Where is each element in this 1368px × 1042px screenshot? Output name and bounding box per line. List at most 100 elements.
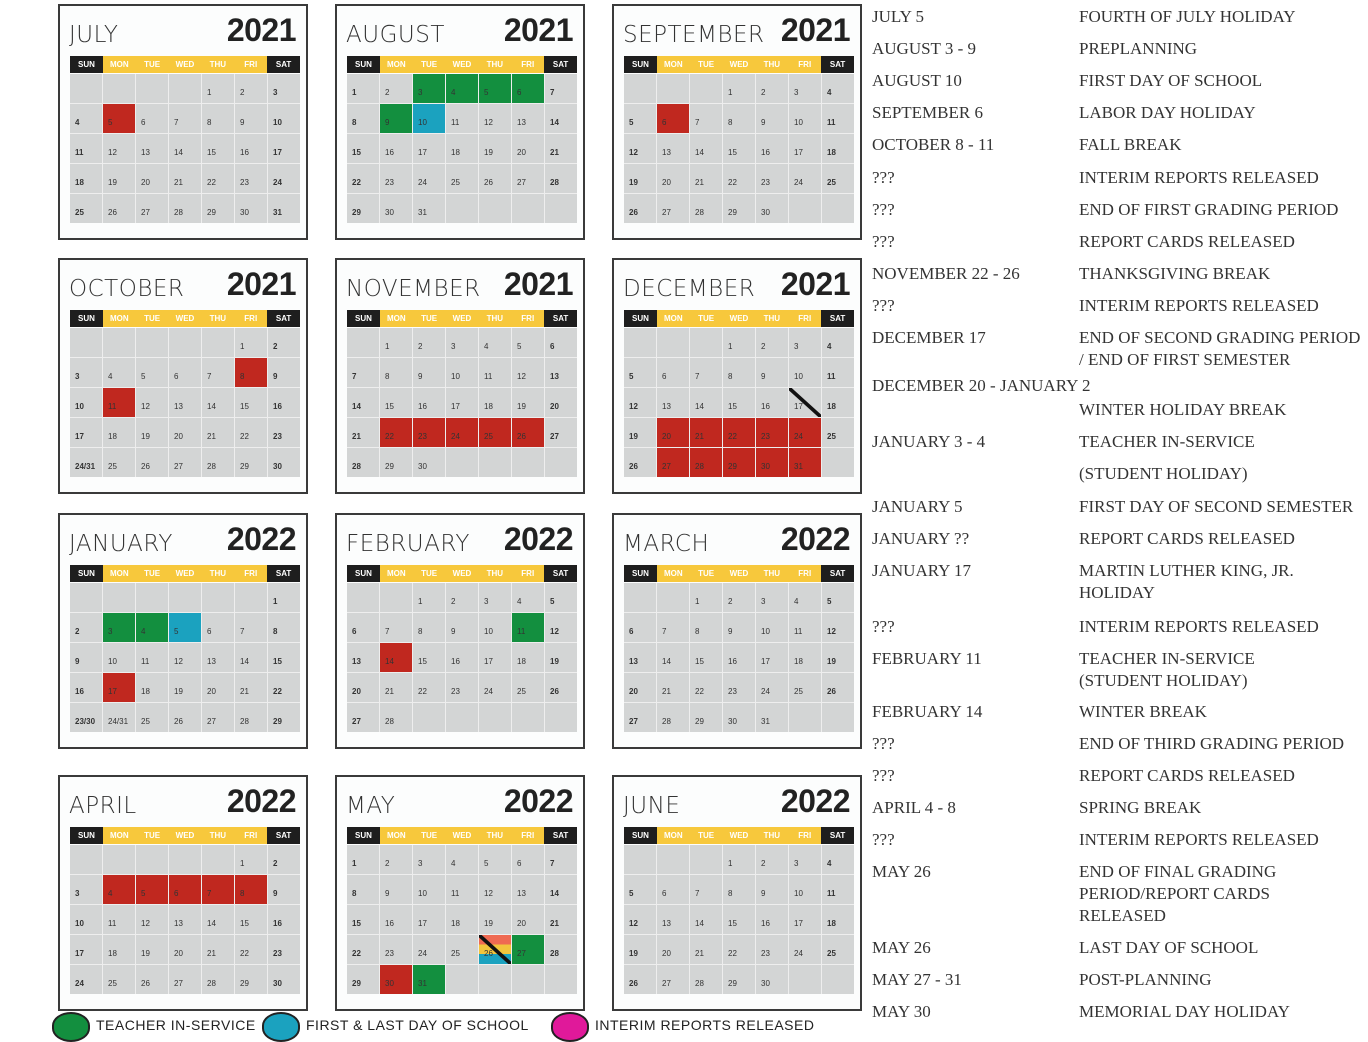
event-date: FEBRUARY 11 bbox=[872, 649, 982, 668]
day-number: 13 bbox=[662, 402, 671, 411]
day-cell: 13 bbox=[657, 388, 689, 417]
event-date: DECEMBER 17 bbox=[872, 328, 986, 347]
day-number: 8 bbox=[728, 889, 733, 898]
day-cell: 1 bbox=[413, 583, 445, 612]
weekday-mon: MON bbox=[656, 56, 690, 73]
day-number: 5 bbox=[141, 372, 146, 381]
event-description: REPORT CARDS RELEASED bbox=[1079, 232, 1295, 251]
day-number: 16 bbox=[273, 919, 282, 928]
day-cell: 1 bbox=[347, 845, 379, 874]
day-number: 27 bbox=[352, 717, 361, 726]
day-cell: 26 bbox=[545, 673, 577, 702]
day-number: 21 bbox=[240, 687, 249, 696]
empty-cell bbox=[512, 194, 544, 223]
day-cell: 28 bbox=[202, 965, 234, 994]
day-cell: 4 bbox=[512, 583, 544, 612]
day-cell: 1 bbox=[202, 74, 234, 103]
day-number: 23 bbox=[761, 949, 770, 958]
day-number: 21 bbox=[385, 687, 394, 696]
day-cell: 20 bbox=[347, 673, 379, 702]
event-date: APRIL 4 - 8 bbox=[872, 798, 956, 817]
weekday-fri: FRI bbox=[511, 565, 545, 582]
day-number: 1 bbox=[207, 88, 212, 97]
day-number: 30 bbox=[761, 208, 770, 217]
day-cell: 14 bbox=[169, 134, 201, 163]
month-name: APRIL bbox=[69, 793, 137, 819]
day-number: 17 bbox=[418, 148, 427, 157]
event-description: MARTIN LUTHER KING, JR. HOLIDAY bbox=[1079, 561, 1294, 602]
day-grid: 1 2 3 4 5 6 7 8 9 10 11 12 13 14 15 16 17 18 19 20 21 22 23 24 2… bbox=[624, 583, 854, 732]
day-number: 12 bbox=[827, 627, 836, 636]
day-cell: 13 bbox=[657, 905, 689, 934]
empty-cell bbox=[347, 583, 379, 612]
day-cell: 12 bbox=[136, 905, 168, 934]
day-cell: 18 bbox=[512, 643, 544, 672]
day-cell: 16 bbox=[380, 134, 412, 163]
day-number: 17 bbox=[75, 432, 84, 441]
weekday-header: SUN MON TUE WED THU FRI SAT bbox=[624, 310, 855, 327]
day-cell: 21 bbox=[202, 418, 234, 447]
month-calendar-june: JUNE 2022 SUN MON TUE WED THU FRI SAT 1 2 3 4 5 6 7 8 9 10… bbox=[612, 775, 862, 1011]
day-cell: 2 bbox=[380, 74, 412, 103]
event-date: ??? bbox=[872, 168, 895, 187]
legend-label: TEACHER IN-SERVICE bbox=[96, 1017, 256, 1033]
day-number: 24 bbox=[451, 432, 460, 441]
day-number: 29 bbox=[385, 462, 394, 471]
day-number: 28 bbox=[207, 979, 216, 988]
day-cell: 25 bbox=[789, 673, 821, 702]
empty-cell bbox=[479, 448, 511, 477]
day-cell: 22 bbox=[235, 418, 267, 447]
day-cell: 4 bbox=[789, 583, 821, 612]
day-number: 19 bbox=[517, 402, 526, 411]
day-cell: 13 bbox=[136, 134, 168, 163]
day-cell: 8 bbox=[723, 358, 755, 387]
day-number: 6 bbox=[662, 372, 667, 381]
day-number: 28 bbox=[695, 462, 704, 471]
day-number: 25 bbox=[827, 432, 836, 441]
day-number: 13 bbox=[662, 148, 671, 157]
day-number: 26 bbox=[141, 462, 150, 471]
day-number: 7 bbox=[695, 372, 700, 381]
day-cell: 14 bbox=[657, 643, 689, 672]
weekday-fri: FRI bbox=[511, 827, 545, 844]
month-name: NOVEMBER bbox=[346, 276, 481, 302]
day-number: 5 bbox=[550, 597, 555, 606]
day-cell: 2 bbox=[756, 845, 788, 874]
weekday-sat: SAT bbox=[267, 827, 301, 844]
day-number: 9 bbox=[418, 372, 423, 381]
weekday-mon: MON bbox=[379, 565, 413, 582]
year-label: 2021 bbox=[780, 12, 851, 48]
day-cell: 31 bbox=[789, 448, 821, 477]
weekday-sat: SAT bbox=[544, 56, 578, 73]
day-number: 3 bbox=[794, 88, 799, 97]
empty-cell bbox=[136, 583, 168, 612]
month-calendar-april: APRIL 2022 SUN MON TUE WED THU FRI SAT 1 2 3 4 5 6 7 8 9 1… bbox=[58, 775, 308, 1011]
day-number: 17 bbox=[451, 402, 460, 411]
day-number: 6 bbox=[141, 118, 146, 127]
event-description: TEACHER IN-SERVICE bbox=[1079, 432, 1255, 451]
day-cell: 20 bbox=[169, 935, 201, 964]
day-cell: 21 bbox=[235, 673, 267, 702]
empty-cell bbox=[103, 74, 135, 103]
day-cell: 19 bbox=[822, 643, 854, 672]
day-number: 22 bbox=[728, 949, 737, 958]
day-number: 13 bbox=[662, 919, 671, 928]
month-name: DECEMBER bbox=[623, 276, 756, 302]
day-cell: 6 bbox=[169, 358, 201, 387]
day-cell: 15 bbox=[413, 643, 445, 672]
day-number: 24 bbox=[794, 178, 803, 187]
month-calendar-may: MAY 2022 SUN MON TUE WED THU FRI SAT 1 2 3 4 5 6 7 8 9 10 1… bbox=[335, 775, 585, 1011]
day-number: 12 bbox=[484, 118, 493, 127]
day-number: 13 bbox=[141, 148, 150, 157]
day-number: 14 bbox=[550, 889, 559, 898]
day-cell: 1 bbox=[268, 583, 300, 612]
day-number: 4 bbox=[517, 597, 522, 606]
day-number: 19 bbox=[108, 178, 117, 187]
weekday-sat: SAT bbox=[544, 827, 578, 844]
day-number: 20 bbox=[517, 919, 526, 928]
empty-cell bbox=[479, 703, 511, 732]
day-number: 25 bbox=[141, 717, 150, 726]
day-cell: 14 bbox=[690, 905, 722, 934]
day-cell: 22 bbox=[202, 164, 234, 193]
day-cell: 29 bbox=[235, 965, 267, 994]
